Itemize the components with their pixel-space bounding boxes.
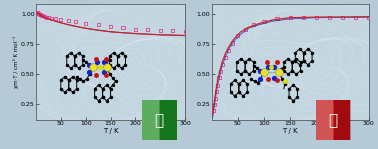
- Point: [220, 63, 226, 66]
- Text: 👍: 👍: [155, 113, 164, 128]
- Point: [36, 13, 42, 15]
- Point: [46, 17, 52, 19]
- X-axis label: T / K: T / K: [282, 128, 298, 134]
- Point: [216, 77, 222, 79]
- Point: [107, 25, 113, 28]
- Point: [38, 14, 44, 17]
- Point: [65, 20, 71, 22]
- Point: [213, 90, 219, 92]
- Point: [58, 18, 64, 21]
- Point: [261, 20, 267, 22]
- Point: [145, 29, 151, 31]
- Point: [352, 17, 358, 19]
- Point: [182, 30, 188, 33]
- Point: [274, 18, 280, 20]
- X-axis label: T / K: T / K: [103, 128, 118, 134]
- Point: [225, 49, 231, 51]
- Point: [157, 29, 163, 32]
- Point: [43, 16, 50, 18]
- Point: [214, 84, 220, 86]
- Point: [287, 17, 293, 19]
- Point: [211, 103, 217, 105]
- Point: [210, 109, 216, 111]
- Point: [326, 17, 332, 19]
- Point: [36, 12, 42, 15]
- Point: [170, 30, 176, 32]
- Point: [73, 21, 79, 23]
- Point: [83, 22, 89, 24]
- Point: [222, 56, 228, 59]
- Point: [132, 28, 138, 30]
- Point: [49, 17, 55, 20]
- Point: [40, 15, 46, 17]
- Point: [366, 17, 372, 19]
- Point: [95, 24, 101, 26]
- Point: [313, 17, 319, 19]
- Point: [41, 15, 47, 18]
- Point: [300, 17, 306, 19]
- Point: [37, 14, 43, 16]
- Y-axis label: χm·T / cm³ K mol⁻¹: χm·T / cm³ K mol⁻¹: [13, 36, 19, 88]
- Point: [251, 24, 257, 26]
- Point: [218, 71, 224, 73]
- Point: [120, 27, 126, 29]
- Point: [229, 42, 235, 44]
- Point: [212, 97, 218, 100]
- Point: [243, 29, 249, 31]
- Text: 👎: 👎: [328, 113, 338, 128]
- Point: [235, 35, 241, 37]
- Point: [339, 17, 345, 19]
- Point: [34, 12, 40, 14]
- Point: [53, 18, 59, 20]
